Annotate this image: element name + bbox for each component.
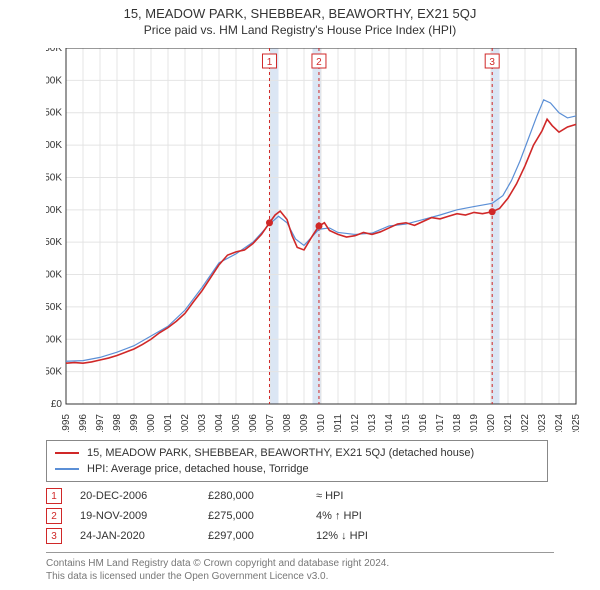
svg-text:2011: 2011 [333, 414, 344, 432]
legend-swatch [55, 468, 79, 470]
svg-text:2016: 2016 [418, 414, 429, 432]
svg-text:1997: 1997 [95, 414, 106, 432]
svg-text:£50K: £50K [46, 367, 62, 378]
svg-text:2000: 2000 [146, 414, 157, 432]
svg-text:2008: 2008 [282, 414, 293, 432]
sale-row: 3 24-JAN-2020 £297,000 12% ↓ HPI [46, 526, 406, 546]
svg-text:2019: 2019 [469, 414, 480, 432]
svg-text:2007: 2007 [265, 414, 276, 432]
svg-text:£300K: £300K [46, 205, 62, 216]
chart-legend: 15, MEADOW PARK, SHEBBEAR, BEAWORTHY, EX… [46, 440, 548, 482]
svg-text:3: 3 [489, 57, 495, 68]
svg-text:2002: 2002 [180, 414, 191, 432]
svg-text:1998: 1998 [112, 414, 123, 432]
sale-price: £280,000 [208, 490, 298, 502]
svg-text:2003: 2003 [197, 414, 208, 432]
price-chart: £0 £50K £100K £150K £200K £250K £300K £350K £400… [46, 48, 586, 432]
svg-text:2013: 2013 [367, 414, 378, 432]
svg-text:2025: 2025 [571, 414, 582, 432]
svg-text:2: 2 [316, 57, 322, 68]
sale-diff: 12% ↓ HPI [316, 530, 406, 542]
svg-text:2012: 2012 [350, 414, 361, 432]
footer-attribution: Contains HM Land Registry data © Crown c… [46, 552, 554, 583]
sale-marker-icon: 3 [46, 528, 62, 544]
svg-text:2010: 2010 [316, 414, 327, 432]
svg-text:2021: 2021 [503, 414, 514, 432]
legend-item: HPI: Average price, detached house, Torr… [55, 461, 539, 477]
svg-text:2015: 2015 [401, 414, 412, 432]
legend-label: 15, MEADOW PARK, SHEBBEAR, BEAWORTHY, EX… [87, 447, 474, 459]
svg-text:1: 1 [267, 57, 273, 68]
sale-diff: 4% ↑ HPI [316, 510, 406, 522]
svg-text:£550K: £550K [46, 48, 62, 54]
svg-text:2022: 2022 [520, 414, 531, 432]
svg-text:2014: 2014 [384, 414, 395, 432]
svg-text:2023: 2023 [537, 414, 548, 432]
svg-text:£450K: £450K [46, 108, 62, 119]
svg-text:£500K: £500K [46, 75, 62, 86]
svg-text:1999: 1999 [129, 414, 140, 432]
svg-text:2020: 2020 [486, 414, 497, 432]
svg-text:2005: 2005 [231, 414, 242, 432]
svg-text:2009: 2009 [299, 414, 310, 432]
page-subtitle: Price paid vs. HM Land Registry's House … [0, 21, 600, 41]
legend-swatch [55, 452, 79, 454]
sale-price: £297,000 [208, 530, 298, 542]
sale-row: 2 19-NOV-2009 £275,000 4% ↑ HPI [46, 506, 406, 526]
sale-price: £275,000 [208, 510, 298, 522]
page-title: 15, MEADOW PARK, SHEBBEAR, BEAWORTHY, EX… [0, 0, 600, 21]
sale-date: 20-DEC-2006 [80, 490, 190, 502]
legend-item: 15, MEADOW PARK, SHEBBEAR, BEAWORTHY, EX… [55, 445, 539, 461]
svg-text:1995: 1995 [61, 414, 72, 432]
svg-text:£400K: £400K [46, 140, 62, 151]
sale-marker-icon: 2 [46, 508, 62, 524]
svg-text:£100K: £100K [46, 334, 62, 345]
svg-text:2006: 2006 [248, 414, 259, 432]
sale-date: 19-NOV-2009 [80, 510, 190, 522]
svg-text:1996: 1996 [78, 414, 89, 432]
svg-text:£0: £0 [51, 399, 63, 410]
svg-text:2001: 2001 [163, 414, 174, 432]
footer-line: This data is licensed under the Open Gov… [46, 570, 554, 583]
footer-line: Contains HM Land Registry data © Crown c… [46, 557, 554, 570]
svg-text:2018: 2018 [452, 414, 463, 432]
sale-diff: ≈ HPI [316, 490, 406, 502]
svg-text:£350K: £350K [46, 172, 62, 183]
legend-label: HPI: Average price, detached house, Torr… [87, 463, 309, 475]
sale-marker-icon: 1 [46, 488, 62, 504]
sale-row: 1 20-DEC-2006 £280,000 ≈ HPI [46, 486, 406, 506]
sales-table: 1 20-DEC-2006 £280,000 ≈ HPI 2 19-NOV-2009 £27… [46, 486, 406, 546]
svg-text:2017: 2017 [435, 414, 446, 432]
svg-text:£250K: £250K [46, 237, 62, 248]
svg-text:2004: 2004 [214, 414, 225, 432]
svg-text:£150K: £150K [46, 302, 62, 313]
sale-date: 24-JAN-2020 [80, 530, 190, 542]
svg-text:2024: 2024 [554, 414, 565, 432]
svg-text:£200K: £200K [46, 270, 62, 281]
